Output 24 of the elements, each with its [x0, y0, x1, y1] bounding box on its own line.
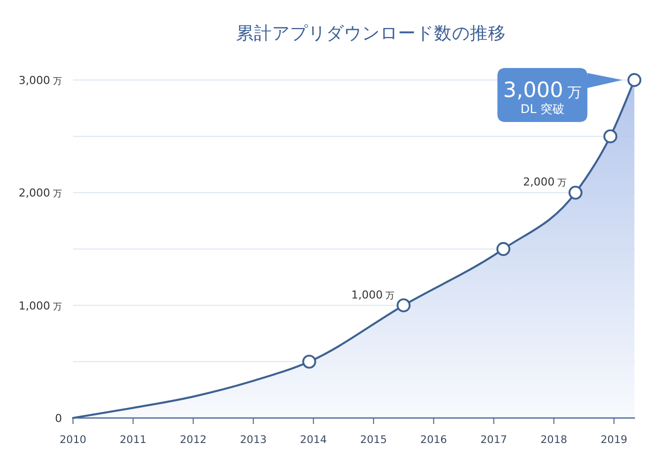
point [396, 298, 411, 312]
x-tick-label: 2014 [300, 434, 328, 446]
point [496, 242, 510, 256]
y-tick-label: 0 [55, 412, 62, 425]
y-tick-label: 3,000 万 [18, 74, 62, 87]
x-tick-label: 2011 [120, 434, 146, 446]
x-tick-label: 2016 [420, 434, 448, 446]
y-tick-label: 1,000 万 [18, 299, 62, 312]
x-tick-label: 2018 [540, 434, 568, 446]
x-tick-label: 2015 [360, 434, 387, 446]
data-label: 2,000 万 [523, 176, 566, 189]
point [627, 73, 642, 87]
x-tick-label: 2017 [480, 434, 508, 446]
point [302, 354, 316, 369]
chart-title: 累計アプリダウンロード数の推移 [236, 23, 506, 44]
data-label: 1,000 万 [351, 288, 395, 302]
y-tick-label: 2,000 万 [18, 186, 62, 200]
point [568, 186, 582, 200]
x-tick-label: 2019 [600, 434, 628, 446]
x-tick-label: 2012 [180, 434, 207, 446]
annotation: 3,000 万 DL 突破 [503, 78, 582, 116]
x-tick-label: 2010 [60, 434, 86, 446]
x-tick-label: 2013 [240, 434, 267, 446]
point [603, 129, 618, 144]
